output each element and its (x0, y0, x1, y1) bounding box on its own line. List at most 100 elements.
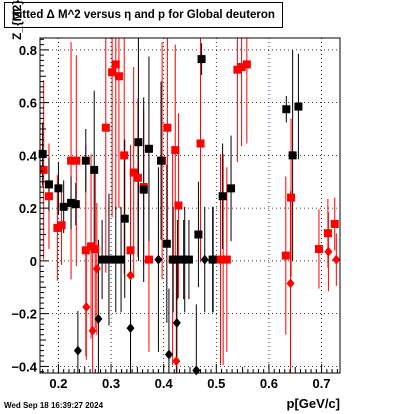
y-tick-label: −0.4 (11, 359, 37, 374)
y-tick-label: −0.2 (11, 307, 37, 322)
data-point-square (163, 123, 172, 132)
data-point-square (171, 146, 180, 155)
data-point-square (169, 255, 178, 264)
data-point-square (91, 245, 100, 254)
data-point-diamond (209, 254, 218, 265)
y-axis-label: Z_{M2} (10, 0, 24, 40)
y-tick-label: 0 (30, 254, 37, 269)
data-point-square (281, 251, 290, 260)
data-point-diamond (73, 345, 82, 356)
data-point-diamond (82, 302, 91, 313)
data-point-square (44, 180, 53, 189)
x-tick-label: 0.7 (313, 376, 331, 391)
data-point-square (314, 245, 323, 254)
data-point-diamond (286, 278, 295, 289)
data-point-square (81, 246, 90, 255)
markers-layer (38, 55, 341, 376)
data-point-diamond (192, 365, 201, 376)
data-point-square (39, 165, 48, 174)
x-axis-label: p[GeV/c] (286, 396, 340, 411)
error-bars-layer (42, 38, 337, 373)
x-tick-label: 0.3 (102, 376, 120, 391)
data-point-diamond (200, 254, 209, 265)
data-point-square (233, 65, 242, 74)
data-point-square (87, 242, 96, 251)
data-point-diamond (154, 254, 163, 265)
data-point-square (67, 198, 76, 207)
data-point-square (288, 151, 297, 160)
data-point-square (129, 168, 138, 177)
data-point-square (117, 255, 126, 264)
y-tick-label: 0.6 (19, 96, 37, 111)
data-point-square (294, 102, 303, 111)
data-point-square (54, 184, 63, 193)
data-point-square (108, 68, 117, 77)
y-tick-label: 0.4 (19, 148, 38, 163)
data-point-diamond (94, 313, 103, 324)
data-point-square (111, 255, 120, 264)
data-point-square (59, 202, 68, 211)
x-tick-label: 0.2 (49, 376, 67, 391)
data-point-square (174, 201, 183, 210)
data-point-square (287, 193, 296, 202)
ticks-layer: 0.2 0.3 0.4 0.5 0.6 0.7 −0.4 −0.2 0 0.2 0.4 0.6 0.8 (11, 38, 338, 391)
data-point-square (71, 200, 80, 209)
data-point-square (194, 230, 203, 239)
data-point-square (44, 192, 53, 201)
y-tick-label: 0.8 (19, 43, 37, 58)
data-point-square (227, 184, 236, 193)
data-point-square (323, 229, 332, 238)
data-point-diamond (164, 349, 173, 360)
data-point-square (242, 60, 251, 69)
plot-frame (39, 37, 341, 374)
data-point-square (133, 173, 142, 182)
data-point-square (218, 192, 227, 201)
data-point-square (67, 156, 76, 165)
data-point-diamond (324, 246, 333, 257)
data-point-square (157, 156, 166, 165)
data-point-square (98, 255, 107, 264)
data-point-square (104, 255, 113, 264)
data-point-diamond (332, 254, 341, 265)
data-point-diamond (180, 254, 189, 265)
data-point-square (139, 185, 148, 194)
data-point-diamond (88, 325, 97, 336)
x-tick-label: 0.4 (155, 376, 174, 391)
chart-title: Fitted Δ M^2 versus η and p for Global d… (4, 2, 283, 28)
data-point-diamond (172, 317, 181, 328)
data-point-square (126, 246, 135, 255)
data-point-square (222, 255, 231, 264)
data-point-square (196, 139, 205, 148)
data-point-square (282, 105, 291, 114)
data-point-square (120, 214, 129, 223)
grid-layer (40, 38, 340, 373)
data-point-diamond (126, 270, 135, 281)
data-point-square (57, 221, 66, 230)
data-point-square (81, 156, 90, 165)
data-point-square (53, 223, 62, 232)
data-point-square (184, 255, 193, 264)
data-point-square (72, 156, 81, 165)
data-point-square (90, 165, 99, 174)
data-point-square (173, 255, 182, 264)
x-tick-label: 0.5 (207, 376, 225, 391)
data-point-square (197, 55, 206, 64)
data-point-square (134, 138, 143, 147)
timestamp: Wed Sep 18 16:39:27 2024 (4, 401, 104, 410)
data-point-diamond (92, 263, 101, 274)
data-point-square (144, 144, 153, 153)
data-point-square (114, 72, 123, 81)
y-tick-label: 0.2 (19, 201, 37, 216)
data-point-diamond (172, 356, 181, 367)
data-point-square (144, 255, 153, 264)
x-tick-label: 0.6 (260, 376, 278, 391)
data-point-square (120, 151, 129, 160)
data-point-square (101, 123, 110, 132)
data-point-square (237, 63, 246, 72)
data-point-square (330, 219, 339, 228)
data-point-square (38, 150, 47, 159)
data-point-diamond (126, 323, 135, 334)
data-point-square (162, 239, 171, 248)
data-point-square (111, 60, 120, 69)
